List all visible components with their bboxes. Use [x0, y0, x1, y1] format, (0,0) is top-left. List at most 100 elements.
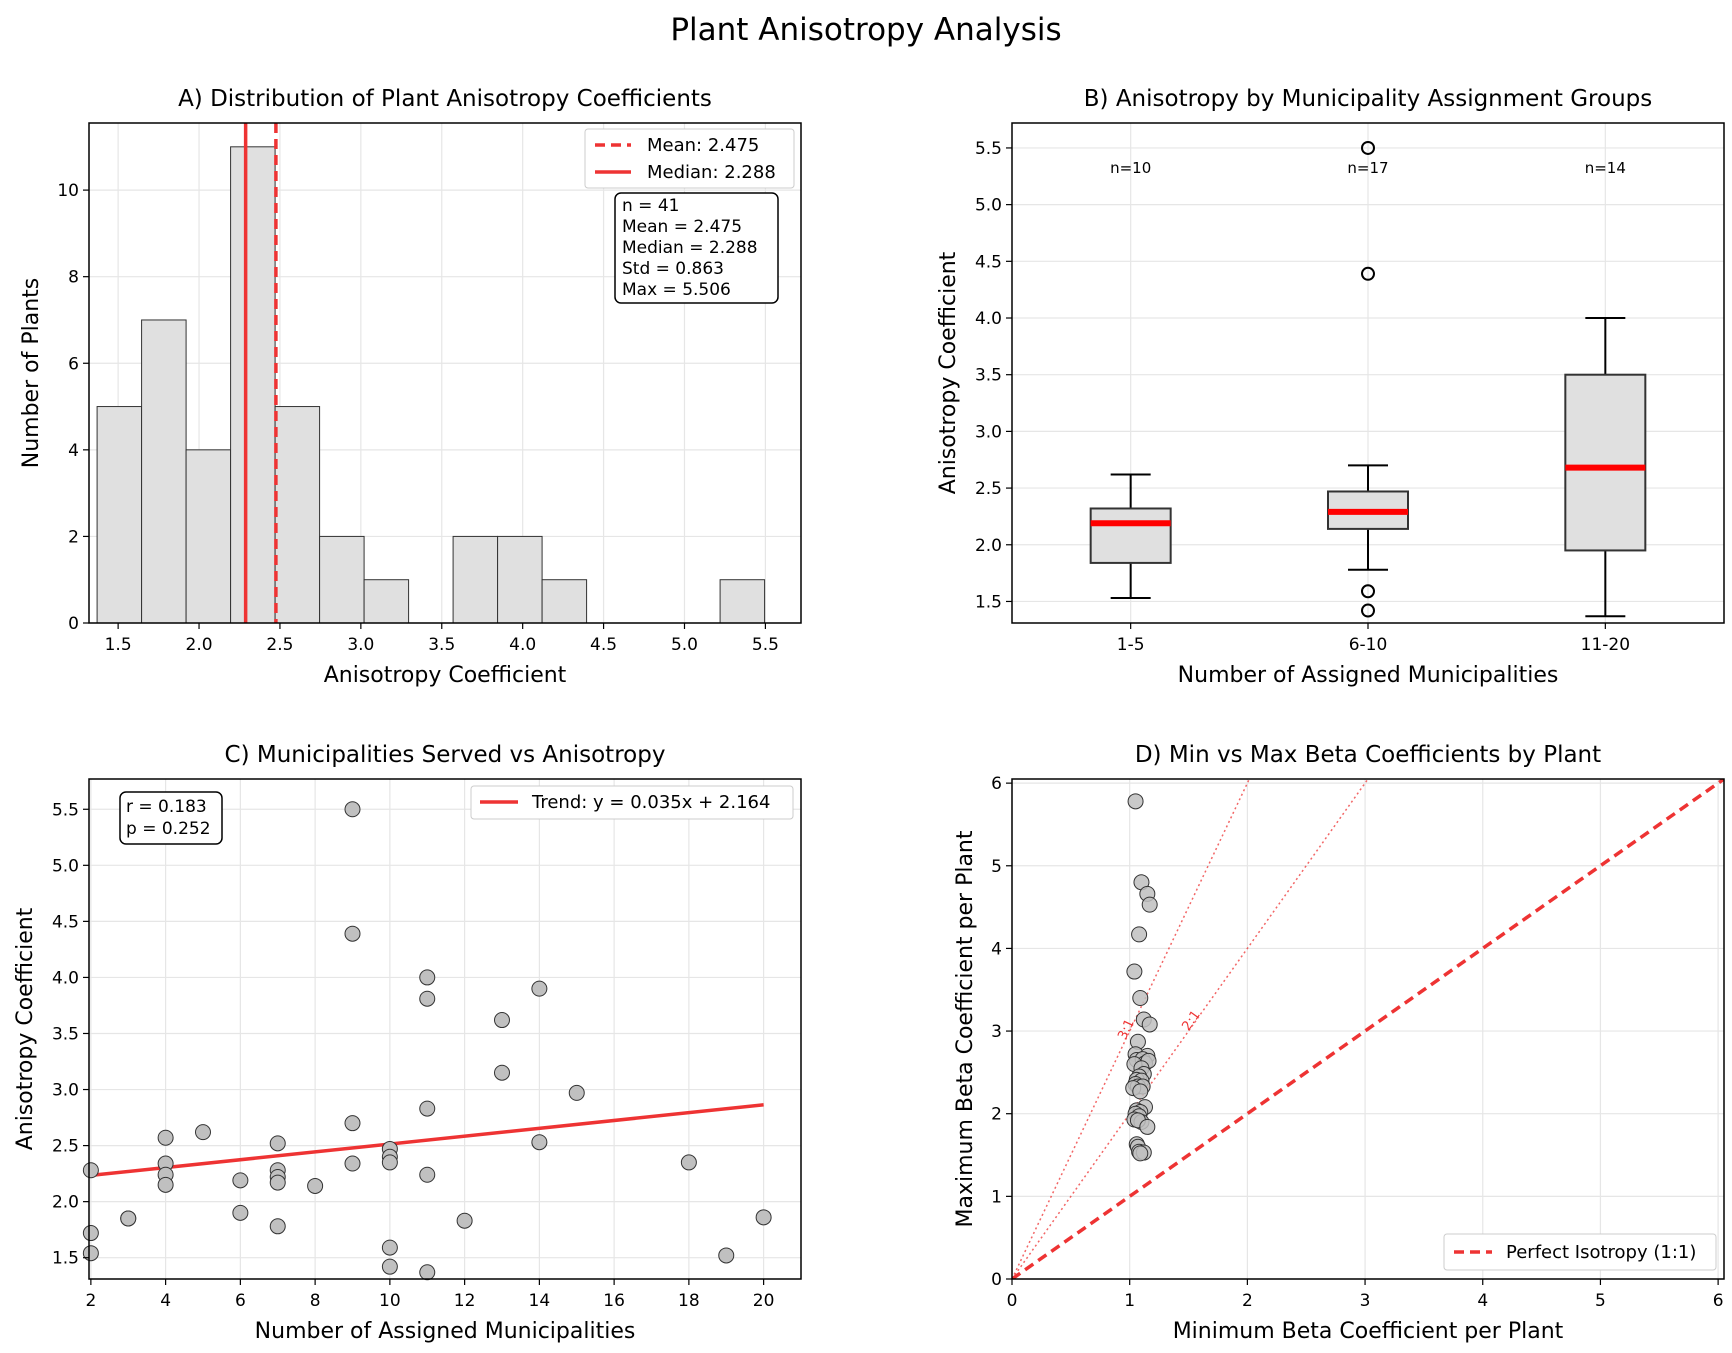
histogram-bar [274, 406, 321, 624]
scatter-point [680, 1154, 697, 1171]
y-tick-label: 6 [991, 774, 1002, 794]
outlier-point [1361, 584, 1375, 599]
scatter-point [157, 1176, 174, 1193]
stats-box-frame [119, 791, 223, 845]
x-tick-label: 8 [310, 1291, 321, 1311]
panel-a-frame [88, 122, 802, 624]
x-tick-label: 1.5 [105, 635, 132, 655]
panel-b-title: B) Anisotropy by Municipality Assignment… [1084, 86, 1652, 112]
x-tick-label: 4.5 [590, 635, 617, 655]
y-tick-label: 4 [991, 939, 1002, 959]
y-tick-label: 4.5 [975, 252, 1002, 272]
x-tick-label: 10 [379, 1291, 401, 1311]
scatter-point [269, 1174, 286, 1191]
scatter-point [232, 1172, 249, 1189]
panel-a-title: A) Distribution of Plant Anisotropy Coef… [178, 86, 712, 112]
outlier-point [1361, 140, 1375, 155]
scatter-point [419, 1100, 436, 1117]
legend-median-label: Median: 2.288 [647, 162, 776, 183]
scatter-point [269, 1218, 286, 1235]
ratio-label-2-1: 2:1 [1179, 1008, 1203, 1034]
scatter-point [531, 980, 548, 997]
scatter-point [419, 1166, 436, 1183]
legend-isotropy-label: Perfect Isotropy (1:1) [1506, 1242, 1696, 1263]
isotropy-line [1012, 779, 1724, 1279]
stats-n: n = 41 [622, 196, 679, 216]
x-tick-label: 0 [1007, 1291, 1018, 1311]
histogram-bar [319, 535, 365, 624]
stats-median: Median = 2.288 [622, 238, 758, 258]
x-tick-label: 16 [603, 1291, 625, 1311]
y-tick-label: 4 [68, 441, 79, 461]
histogram-bar [497, 535, 543, 624]
scatter-point [1132, 990, 1149, 1007]
scatter-point [1132, 1083, 1149, 1100]
y-tick-label: 5.5 [52, 800, 79, 820]
box-iqr [1089, 507, 1172, 564]
scatter-point [419, 990, 436, 1007]
x-tick-label: 6 [235, 1291, 246, 1311]
x-tick-label: 4 [160, 1291, 171, 1311]
x-tick-label: 5.0 [671, 635, 698, 655]
panel-b-ylabel: Anisotropy Coefficient [936, 251, 961, 494]
y-tick-label: 3.0 [52, 1081, 79, 1101]
panel-b-xlabel: Number of Assigned Municipalities [1178, 663, 1559, 688]
stats-r: r = 0.183 [126, 797, 207, 817]
scatter-point [493, 1012, 510, 1029]
y-tick-label: 6 [68, 354, 79, 374]
panel-d-frame [1011, 778, 1725, 1280]
panel-c-title: C) Municipalities Served vs Anisotropy [225, 742, 666, 768]
y-tick-label: 2.5 [975, 479, 1002, 499]
panel-d-title: D) Min vs Max Beta Coefficients by Plant [1135, 742, 1601, 768]
panel-c-legend: Trend: y = 0.035x + 2.164 [470, 785, 794, 820]
scatter-point [419, 1264, 436, 1281]
stats-max: Max = 5.506 [622, 280, 731, 300]
x-tick-label: 3 [1360, 1291, 1371, 1311]
x-tick-label: 12 [454, 1291, 476, 1311]
x-tick-label: 3.5 [428, 635, 455, 655]
panel-d-ylabel: Maximum Beta Coefficient per Plant [953, 830, 978, 1227]
legend-mean-label: Mean: 2.475 [647, 135, 759, 156]
y-tick-label: 1.5 [975, 592, 1002, 612]
x-tick-label: 2 [85, 1291, 96, 1311]
legend-trend-label: Trend: y = 0.035x + 2.164 [531, 792, 770, 813]
scatter-point [269, 1135, 286, 1152]
y-tick-label: 2.0 [975, 536, 1002, 556]
x-tick-label: 2 [1242, 1291, 1253, 1311]
scatter-point [232, 1204, 249, 1221]
x-tick-label: 20 [753, 1291, 775, 1311]
scatter-point [493, 1064, 510, 1081]
stats-mean: Mean = 2.475 [622, 217, 742, 237]
trend-line [90, 1103, 764, 1178]
histogram-bar [141, 319, 187, 624]
scatter-point [381, 1154, 398, 1171]
scatter-point [344, 1115, 361, 1132]
outlier-point [1361, 266, 1375, 281]
panel-d: D) Min vs Max Beta Coefficients by Plant… [953, 742, 1725, 1344]
figure-title: Plant Anisotropy Analysis [670, 12, 1061, 48]
x-tick-label: 11-20 [1581, 635, 1630, 655]
y-tick-label: 0 [991, 1270, 1002, 1290]
scatter-point [120, 1210, 137, 1227]
scatter-point [1131, 926, 1148, 943]
panel-c-stats-box: r = 0.183 p = 0.252 [119, 791, 223, 845]
scatter-point [82, 1225, 99, 1242]
y-tick-label: 4.0 [975, 309, 1002, 329]
y-tick-label: 5 [991, 857, 1002, 877]
histogram-bar [230, 146, 276, 624]
y-tick-label: 2 [68, 527, 79, 547]
panel-c-xlabel: Number of Assigned Municipalities [255, 1319, 636, 1344]
histogram-bar [185, 449, 232, 624]
scatter-point [718, 1247, 735, 1264]
scatter-point [157, 1129, 174, 1146]
panel-c-frame [88, 778, 802, 1280]
histogram-bar [719, 579, 766, 624]
histogram-bar [96, 406, 143, 624]
scatter-point [381, 1258, 398, 1275]
ratio-line-3-1 [1012, 779, 1251, 1279]
y-tick-label: 2.5 [52, 1137, 79, 1157]
x-tick-label: 5 [1595, 1291, 1606, 1311]
y-tick-label: 2 [991, 1105, 1002, 1125]
y-tick-label: 5.5 [975, 139, 1002, 159]
